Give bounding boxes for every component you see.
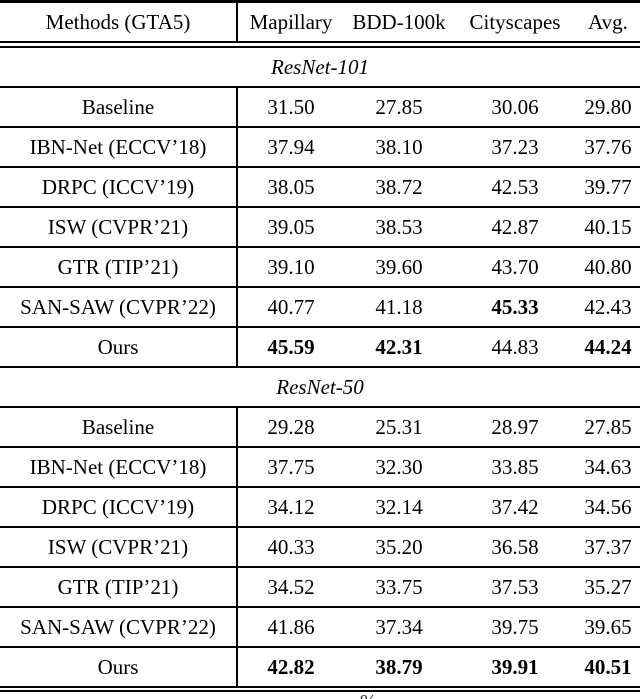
value-cell: 37.76 — [576, 126, 640, 167]
method-cell: Baseline — [0, 406, 238, 447]
value-cell: 37.42 — [454, 486, 576, 527]
value-cell-best: 39.91 — [454, 646, 576, 692]
value-cell-best: 44.24 — [576, 326, 640, 367]
value-cell: 37.53 — [454, 566, 576, 607]
value-cell-best: 42.82 — [237, 646, 344, 692]
section-row-resnet101: ResNet-101 — [0, 43, 640, 87]
value-cell: 30.06 — [454, 86, 576, 127]
section-title: ResNet-50 — [0, 366, 640, 407]
header-methods: Methods (GTA5) — [0, 1, 238, 48]
value-cell: 40.33 — [237, 526, 344, 567]
method-cell: SAN-SAW (CVPR’22) — [0, 606, 238, 647]
value-cell: 42.87 — [454, 206, 576, 247]
value-cell: 40.77 — [237, 286, 344, 327]
value-cell: 41.86 — [237, 606, 344, 647]
table-row: ISW (CVPR’21) 40.33 35.20 36.58 37.37 — [0, 526, 640, 567]
value-cell: 38.72 — [344, 166, 454, 207]
value-cell: 33.75 — [344, 566, 454, 607]
table-row: SAN-SAW (CVPR’22) 40.77 41.18 45.33 42.4… — [0, 286, 640, 327]
header-bdd100k: BDD-100k — [344, 1, 454, 48]
method-cell: Ours — [0, 326, 238, 367]
table-row: DRPC (ICCV’19) 34.12 32.14 37.42 34.56 — [0, 486, 640, 527]
value-cell: 42.53 — [454, 166, 576, 207]
value-cell: 31.50 — [237, 86, 344, 127]
value-cell: 37.75 — [237, 446, 344, 487]
value-cell: 39.10 — [237, 246, 344, 287]
method-cell: SAN-SAW (CVPR’22) — [0, 286, 238, 327]
value-cell-best: 42.31 — [344, 326, 454, 367]
table-row-ours: Ours 45.59 42.31 44.83 44.24 — [0, 326, 640, 367]
value-cell: 34.52 — [237, 566, 344, 607]
table-row: ISW (CVPR’21) 39.05 38.53 42.87 40.15 — [0, 206, 640, 247]
table-row-ours: Ours 42.82 38.79 39.91 40.51 — [0, 646, 640, 692]
value-cell-best: 38.79 — [344, 646, 454, 692]
value-cell: 37.94 — [237, 126, 344, 167]
header-mapillary: Mapillary — [237, 1, 344, 48]
value-cell: 34.12 — [237, 486, 344, 527]
value-cell-best: 45.59 — [237, 326, 344, 367]
table-row: Baseline 29.28 25.31 28.97 27.85 — [0, 406, 640, 447]
value-cell: 34.63 — [576, 446, 640, 487]
header-avg: Avg. — [576, 1, 640, 48]
method-cell: Baseline — [0, 86, 238, 127]
value-cell: 25.31 — [344, 406, 454, 447]
value-cell: 27.85 — [344, 86, 454, 127]
value-cell: 38.10 — [344, 126, 454, 167]
table-row: SAN-SAW (CVPR’22) 41.86 37.34 39.75 39.6… — [0, 606, 640, 647]
value-cell: 39.60 — [344, 246, 454, 287]
table-row: IBN-Net (ECCV’18) 37.94 38.10 37.23 37.7… — [0, 126, 640, 167]
value-cell: 33.85 — [454, 446, 576, 487]
value-cell: 42.43 — [576, 286, 640, 327]
value-cell: 39.65 — [576, 606, 640, 647]
value-cell: 29.28 — [237, 406, 344, 447]
value-cell: 28.97 — [454, 406, 576, 447]
table-row: GTR (TIP’21) 34.52 33.75 37.53 35.27 — [0, 566, 640, 607]
value-cell: 29.80 — [576, 86, 640, 127]
table-row: DRPC (ICCV’19) 38.05 38.72 42.53 39.77 — [0, 166, 640, 207]
value-cell: 43.70 — [454, 246, 576, 287]
header-cityscapes: Cityscapes — [454, 1, 576, 48]
value-cell-best: 45.33 — [454, 286, 576, 327]
method-cell: IBN-Net (ECCV’18) — [0, 446, 238, 487]
value-cell: 37.37 — [576, 526, 640, 567]
value-cell: 38.53 — [344, 206, 454, 247]
value-cell: 40.15 — [576, 206, 640, 247]
value-cell: 37.23 — [454, 126, 576, 167]
section-title: ResNet-101 — [0, 43, 640, 87]
value-cell: 44.83 — [454, 326, 576, 367]
value-cell: 35.20 — [344, 526, 454, 567]
method-cell: DRPC (ICCV’19) — [0, 486, 238, 527]
caption-fragment: % — [360, 692, 377, 699]
section-row-resnet50: ResNet-50 — [0, 366, 640, 407]
value-cell: 32.30 — [344, 446, 454, 487]
value-cell: 34.56 — [576, 486, 640, 527]
method-cell: GTR (TIP’21) — [0, 566, 238, 607]
method-cell: ISW (CVPR’21) — [0, 206, 238, 247]
value-cell-best: 40.51 — [576, 646, 640, 692]
method-cell: Ours — [0, 646, 238, 692]
header-row: Methods (GTA5) Mapillary BDD-100k Citysc… — [0, 1, 640, 48]
value-cell: 35.27 — [576, 566, 640, 607]
value-cell: 32.14 — [344, 486, 454, 527]
method-cell: ISW (CVPR’21) — [0, 526, 238, 567]
value-cell: 27.85 — [576, 406, 640, 447]
value-cell: 41.18 — [344, 286, 454, 327]
table-row: GTR (TIP’21) 39.10 39.60 43.70 40.80 — [0, 246, 640, 287]
method-cell: DRPC (ICCV’19) — [0, 166, 238, 207]
value-cell: 39.77 — [576, 166, 640, 207]
value-cell: 40.80 — [576, 246, 640, 287]
table-row: IBN-Net (ECCV’18) 37.75 32.30 33.85 34.6… — [0, 446, 640, 487]
value-cell: 38.05 — [237, 166, 344, 207]
value-cell: 36.58 — [454, 526, 576, 567]
value-cell: 39.05 — [237, 206, 344, 247]
table-row: Baseline 31.50 27.85 30.06 29.80 — [0, 86, 640, 127]
method-cell: IBN-Net (ECCV’18) — [0, 126, 238, 167]
value-cell: 37.34 — [344, 606, 454, 647]
value-cell: 39.75 — [454, 606, 576, 647]
method-cell: GTR (TIP’21) — [0, 246, 238, 287]
